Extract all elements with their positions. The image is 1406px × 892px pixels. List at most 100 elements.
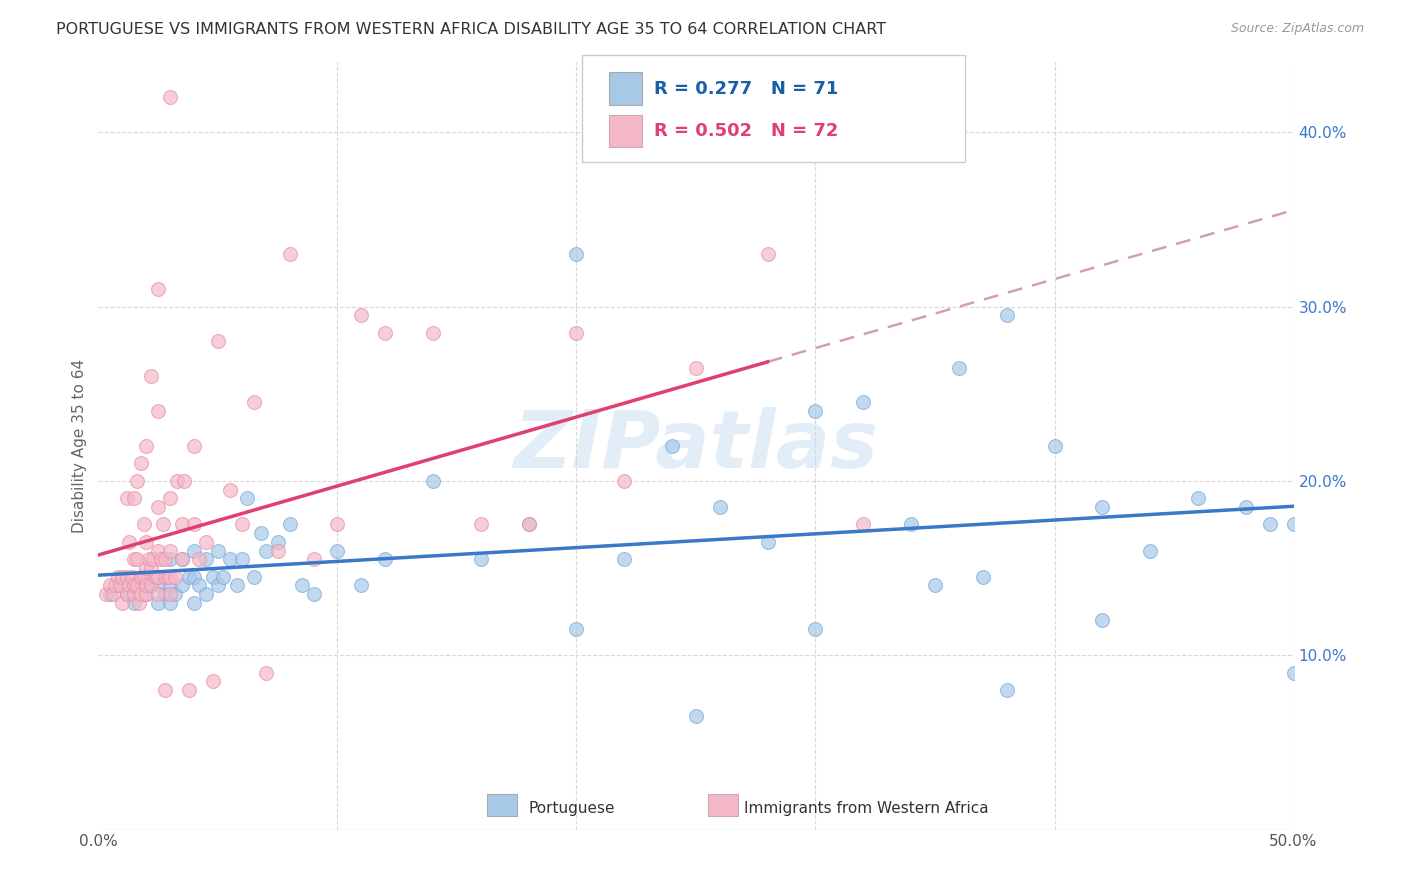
Text: ZIPatlas: ZIPatlas [513, 407, 879, 485]
Point [685, 360, 707, 375]
Point [302, 587, 325, 601]
FancyBboxPatch shape [609, 114, 643, 147]
Point [125, 552, 148, 566]
Point [804, 622, 827, 636]
Point [148, 596, 170, 610]
Point [98, 587, 122, 601]
Point [149, 552, 172, 566]
Point [613, 552, 636, 566]
Point [125, 578, 148, 592]
Point [291, 578, 314, 592]
Point [148, 404, 170, 418]
Point [202, 570, 225, 584]
Point [900, 517, 922, 532]
Point [163, 570, 186, 584]
Point [685, 709, 707, 723]
Point [422, 474, 444, 488]
Point [195, 552, 218, 566]
Point [111, 570, 134, 584]
FancyBboxPatch shape [486, 794, 517, 816]
Point [195, 587, 218, 601]
Point [135, 587, 157, 601]
Point [374, 552, 396, 566]
Point [1282, 665, 1305, 680]
Point [135, 439, 157, 453]
Point [517, 517, 540, 532]
Point [852, 517, 875, 532]
Point [139, 369, 162, 384]
Point [995, 308, 1018, 322]
Point [159, 491, 181, 506]
Point [183, 439, 205, 453]
Point [613, 474, 636, 488]
Point [172, 552, 194, 566]
Point [207, 543, 229, 558]
Point [243, 570, 266, 584]
Point [155, 587, 177, 601]
Point [115, 491, 138, 506]
Point [148, 500, 170, 514]
Point [111, 596, 134, 610]
Point [565, 326, 588, 340]
Point [972, 570, 994, 584]
Point [565, 622, 588, 636]
Point [254, 665, 277, 680]
Point [756, 247, 779, 261]
Point [124, 587, 146, 601]
Point [172, 552, 194, 566]
Point [1258, 517, 1281, 532]
Point [183, 570, 205, 584]
Point [163, 587, 186, 601]
Point [202, 674, 225, 689]
Point [278, 517, 301, 532]
Point [142, 552, 165, 566]
Point [183, 543, 205, 558]
Point [159, 552, 181, 566]
Point [243, 395, 266, 409]
Point [172, 578, 194, 592]
Point [924, 578, 946, 592]
Point [148, 570, 170, 584]
Point [115, 570, 138, 584]
Point [948, 360, 970, 375]
Point [254, 543, 277, 558]
Point [231, 517, 253, 532]
Text: Source: ZipAtlas.com: Source: ZipAtlas.com [1230, 22, 1364, 36]
Point [278, 247, 301, 261]
Point [159, 587, 181, 601]
Point [118, 578, 141, 592]
FancyBboxPatch shape [582, 54, 965, 162]
Point [148, 578, 170, 592]
Point [187, 552, 209, 566]
Point [124, 552, 146, 566]
Point [235, 491, 257, 506]
Point [159, 578, 181, 592]
Point [517, 517, 540, 532]
Point [135, 587, 157, 601]
Point [326, 517, 349, 532]
Point [118, 534, 141, 549]
Text: Immigrants from Western Africa: Immigrants from Western Africa [744, 801, 988, 816]
Point [124, 578, 146, 592]
FancyBboxPatch shape [709, 794, 738, 816]
Point [148, 282, 170, 296]
Point [115, 587, 138, 601]
Point [148, 543, 170, 558]
Point [219, 483, 242, 497]
Point [179, 570, 201, 584]
Point [135, 578, 157, 592]
Point [139, 578, 162, 592]
Point [152, 517, 174, 532]
Point [1187, 491, 1209, 506]
Point [470, 517, 492, 532]
Point [148, 587, 170, 601]
Point [250, 526, 273, 541]
Point [1282, 517, 1305, 532]
Point [852, 395, 875, 409]
Point [159, 570, 181, 584]
Point [207, 334, 229, 349]
Point [267, 534, 290, 549]
Point [156, 570, 179, 584]
Point [132, 517, 155, 532]
Text: R = 0.502   N = 72: R = 0.502 N = 72 [654, 121, 838, 140]
